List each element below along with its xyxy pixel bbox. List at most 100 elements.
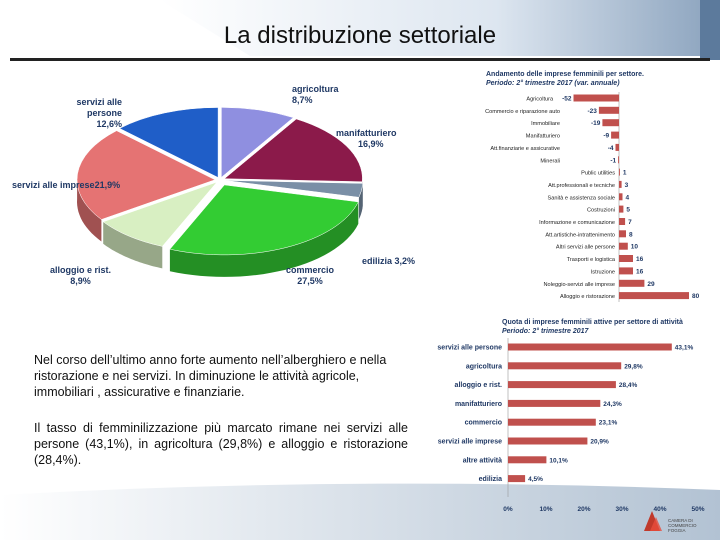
text-paragraph-femminilizzazione: Il tasso di femminilizzazione più marcat… bbox=[34, 421, 408, 467]
chart1-bar bbox=[619, 193, 623, 201]
chart2-bar bbox=[508, 381, 616, 389]
chart1-category-label: Altri servizi alle persone bbox=[556, 245, 615, 251]
chart1-category-label: Sanità e assistenza sociale bbox=[548, 195, 615, 201]
chart2-category-label: servizi alle persone bbox=[437, 345, 502, 352]
chart1-bar bbox=[619, 205, 624, 213]
pie-label-manifatturiero: manifatturiero 16,9% bbox=[336, 128, 397, 149]
chart1-value-label: 7 bbox=[628, 219, 632, 226]
chart1-bar bbox=[619, 242, 628, 250]
chart1-bar bbox=[573, 94, 619, 102]
chart1-value-label: -4 bbox=[608, 145, 614, 152]
text-paragraph-trend: Nel corso dell’ultimo anno forte aumento… bbox=[34, 353, 387, 399]
chart1-value-label: 5 bbox=[626, 207, 630, 214]
header-decoration bbox=[160, 0, 720, 60]
chart1-bar bbox=[619, 230, 626, 238]
chart2-category-label: manifatturiero bbox=[455, 401, 502, 408]
chart1-category-label: Att.artistiche-intrattenimento bbox=[545, 232, 615, 238]
chart1-value-label: -9 bbox=[603, 133, 609, 140]
chart1-value-label: 3 bbox=[625, 182, 629, 189]
chart1-value-label: -1 bbox=[610, 157, 616, 164]
pie-label-servizi-persone: servizi alle persone 12,6% bbox=[76, 97, 122, 129]
chart2-title: Quota di imprese femminili attive per se… bbox=[502, 319, 683, 326]
slide-title: La distribuzione settoriale bbox=[223, 22, 497, 49]
chart2-tick-label: 20% bbox=[577, 506, 590, 513]
chart1-value-label: 80 bbox=[692, 293, 700, 300]
chart2-tick-label: 30% bbox=[615, 506, 628, 513]
chart1-category-label: Minerali bbox=[540, 158, 560, 164]
chart1-category-label: Noleggio-servizi alle imprese bbox=[543, 282, 615, 288]
chart2-category-label: altre attività bbox=[463, 457, 502, 464]
chart2-category-label: agricoltura bbox=[466, 363, 502, 370]
chart1-value-label: 1 bbox=[623, 170, 627, 177]
chart1-bar bbox=[619, 218, 626, 225]
chart1-value-label: -52 bbox=[562, 96, 572, 103]
pie-label-agricoltura: agricoltura 8,7% bbox=[292, 84, 339, 105]
pie-slice-servizi-alle-persone bbox=[119, 107, 219, 178]
pie-side-edilizia bbox=[358, 183, 363, 220]
chart1-category-label: Immobiliare bbox=[531, 121, 560, 127]
chart2-subtitle: Periodo: 2° trimestre 2017 bbox=[502, 328, 589, 335]
chart1-category-label: Manifatturiero bbox=[526, 134, 560, 140]
chart2-value-label: 20,9% bbox=[590, 439, 609, 446]
chart1-bar bbox=[619, 168, 620, 176]
pie-label-alloggio: alloggio e rist. 8,9% bbox=[50, 265, 112, 286]
chart2-category-label: commercio bbox=[465, 420, 502, 427]
chart1-category-label: Agricoltura bbox=[526, 97, 554, 103]
chart2-bar bbox=[508, 456, 547, 464]
pie-slice-agricoltura bbox=[221, 107, 294, 178]
chart1-category-label: Costruzioni bbox=[587, 208, 615, 214]
chart1-value-label: 4 bbox=[626, 194, 630, 201]
chart1-bar bbox=[619, 180, 622, 188]
chart1-value-label: 8 bbox=[629, 231, 633, 238]
chart2-value-label: 24,3% bbox=[603, 401, 622, 408]
chart1-bar bbox=[615, 143, 619, 151]
pie-slice-commercio bbox=[169, 184, 359, 256]
chart2-bar bbox=[508, 343, 672, 351]
pie-slice-alloggio-e-rist- bbox=[102, 181, 218, 247]
chart2-tick-label: 50% bbox=[691, 506, 704, 513]
chart1-category-label: Public utilities bbox=[581, 171, 615, 177]
chart2-value-label: 10,1% bbox=[549, 457, 568, 464]
title-underline bbox=[10, 58, 710, 61]
chart1-bar bbox=[619, 279, 645, 287]
chart2-tick-label: 0% bbox=[503, 506, 513, 513]
chart2-bar bbox=[508, 418, 596, 426]
pie-label-edilizia: edilizia 3,2% bbox=[362, 256, 416, 266]
chamber-logo-icon bbox=[644, 511, 662, 531]
chart1-value-label: 10 bbox=[631, 244, 639, 251]
chart2-title-block: Quota di imprese femminili attive per se… bbox=[502, 318, 702, 336]
chart1-bar bbox=[598, 106, 619, 114]
chart1-title-block: Andamento delle imprese femminili per se… bbox=[486, 70, 686, 88]
pie-chart bbox=[76, 107, 364, 277]
chart2-bar bbox=[508, 399, 601, 407]
chart1-bar bbox=[619, 292, 689, 300]
chart1-category-label: Istruzione bbox=[591, 269, 615, 275]
chart1-value-label: -23 bbox=[587, 108, 597, 115]
chart2-value-label: 28,4% bbox=[619, 382, 638, 389]
pie-side-servizi-alle-imprese bbox=[77, 176, 102, 242]
chart1-value-label: -19 bbox=[591, 120, 601, 127]
pie-label-servizi-imprese: servizi alle imprese21,9% bbox=[12, 180, 121, 190]
chart2-value-label: 4,5% bbox=[528, 476, 543, 483]
chart1-bar bbox=[611, 131, 619, 139]
chart2-bar bbox=[508, 437, 588, 445]
pie-side-alloggio-e-rist- bbox=[103, 221, 163, 269]
chart2-value-label: 43,1% bbox=[675, 345, 694, 352]
chart2-category-label: alloggio e rist. bbox=[455, 382, 503, 389]
chart1-value-label: 16 bbox=[636, 256, 644, 263]
chart1-bar bbox=[619, 267, 633, 275]
chart2-bar bbox=[508, 475, 526, 483]
chart1-category-label: Att.professionali e tecniche bbox=[548, 183, 615, 189]
chart2-bar bbox=[508, 362, 622, 370]
chart1-category-label: Commercio e riparazione auto bbox=[485, 109, 560, 115]
chart1-category-label: Alloggio e ristorazione bbox=[560, 294, 615, 300]
pie-side-commercio bbox=[169, 201, 359, 277]
chart2-value-label: 23,1% bbox=[599, 420, 618, 427]
logo-text: CAMERA DI COMMERCIO FOGGIA bbox=[668, 518, 697, 533]
chart1-value-label: 29 bbox=[647, 281, 655, 288]
chart1-bar bbox=[618, 156, 619, 164]
chart2-tick-label: 10% bbox=[539, 506, 552, 513]
footer-decoration bbox=[0, 483, 720, 540]
